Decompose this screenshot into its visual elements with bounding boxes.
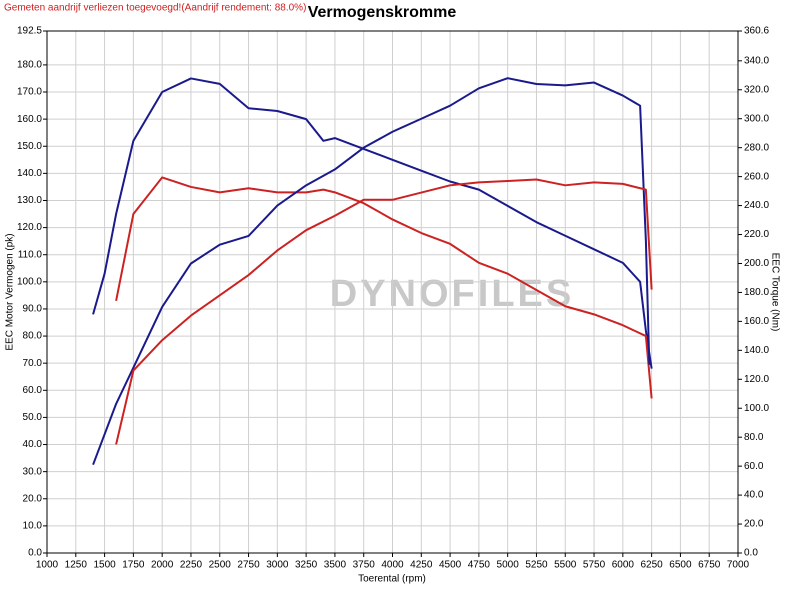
- y-tick-label: 120.0: [17, 222, 42, 233]
- y-tick-label: 10.0: [23, 521, 43, 532]
- y-tick-label: 30.0: [23, 466, 43, 477]
- x-tick-label: 2750: [237, 560, 260, 571]
- y2-axis-label: EEC Torque (Nm): [769, 253, 780, 332]
- x-tick-label: 5750: [583, 560, 606, 571]
- series-line: [115, 178, 653, 445]
- y-tick-label: 150.0: [17, 141, 42, 152]
- x-tick-label: 2500: [209, 560, 232, 571]
- y2-tick-label: 20.0: [744, 519, 764, 530]
- x-tick-label: 3250: [295, 560, 318, 571]
- x-tick-label: 2250: [180, 560, 203, 571]
- x-tick-label: 6250: [641, 560, 664, 571]
- x-tick-label: 1250: [65, 560, 88, 571]
- y2-tick-label: 60.0: [744, 461, 764, 472]
- y2-tick-label: 160.0: [744, 316, 769, 327]
- y2-tick-label: 120.0: [744, 374, 769, 385]
- x-tick-label: 1000: [36, 560, 59, 571]
- x-tick-label: 6750: [698, 560, 721, 571]
- y-tick-label: 110.0: [18, 249, 43, 260]
- y2-tick-label: 300.0: [744, 113, 769, 124]
- y-tick-label: 192.5: [17, 26, 42, 37]
- x-tick-label: 4250: [410, 560, 433, 571]
- x-tick-label: 2000: [151, 560, 174, 571]
- chart-title: Vermogenskromme: [308, 4, 457, 21]
- y-tick-label: 20.0: [23, 493, 43, 504]
- y2-tick-label: 220.0: [744, 229, 769, 240]
- y-tick-label: 70.0: [23, 358, 43, 369]
- y2-tick-label: 360.6: [744, 26, 769, 37]
- x-tick-label: 6500: [669, 560, 692, 571]
- y2-tick-label: 40.0: [744, 490, 764, 501]
- x-tick-label: 5000: [497, 560, 520, 571]
- y2-tick-label: 80.0: [744, 432, 764, 443]
- y2-tick-label: 280.0: [744, 142, 769, 153]
- y2-tick-label: 100.0: [744, 403, 769, 414]
- series-line: [115, 176, 653, 399]
- y-tick-label: 170.0: [17, 87, 42, 98]
- y2-tick-label: 140.0: [744, 345, 769, 356]
- x-tick-label: 3000: [266, 560, 289, 571]
- series-line: [92, 77, 651, 466]
- y-tick-label: 0.0: [28, 548, 42, 559]
- y-tick-label: 100.0: [17, 276, 42, 287]
- y2-tick-label: 240.0: [744, 200, 769, 211]
- x-tick-label: 3500: [324, 560, 347, 571]
- y-tick-label: 60.0: [23, 385, 43, 396]
- y2-tick-label: 0.0: [744, 548, 758, 559]
- y2-tick-label: 340.0: [744, 55, 769, 66]
- note: Gemeten aandrijf verliezen toegevoegd!(A…: [4, 3, 306, 14]
- series-line: [92, 77, 653, 369]
- x-tick-label: 1500: [93, 560, 116, 571]
- y-tick-label: 90.0: [23, 304, 43, 315]
- x-tick-label: 4750: [468, 560, 491, 571]
- y2-tick-label: 260.0: [744, 171, 769, 182]
- x-tick-label: 4000: [381, 560, 404, 571]
- x-tick-label: 7000: [727, 560, 750, 571]
- x-axis-label: Toerental (rpm): [358, 574, 426, 585]
- y-tick-label: 140.0: [17, 168, 42, 179]
- y-tick-label: 40.0: [23, 439, 43, 450]
- y-tick-label: 160.0: [17, 114, 42, 125]
- plot-frame: [46, 30, 739, 554]
- x-tick-label: 5250: [525, 560, 548, 571]
- y2-tick-label: 200.0: [744, 258, 769, 269]
- y-axis-label: EEC Motor Vermogen (pk): [5, 233, 16, 350]
- x-tick-label: 5500: [554, 560, 577, 571]
- y2-tick-label: 180.0: [744, 287, 769, 298]
- y-tick-label: 180.0: [17, 60, 42, 71]
- x-tick-label: 3750: [353, 560, 376, 571]
- x-tick-label: 4500: [439, 560, 462, 571]
- x-tick-label: 1750: [122, 560, 145, 571]
- y2-tick-label: 320.0: [744, 84, 769, 95]
- y-tick-label: 50.0: [23, 412, 43, 423]
- y-tick-label: 80.0: [23, 331, 43, 342]
- x-tick-label: 6000: [612, 560, 635, 571]
- y-tick-label: 130.0: [17, 195, 42, 206]
